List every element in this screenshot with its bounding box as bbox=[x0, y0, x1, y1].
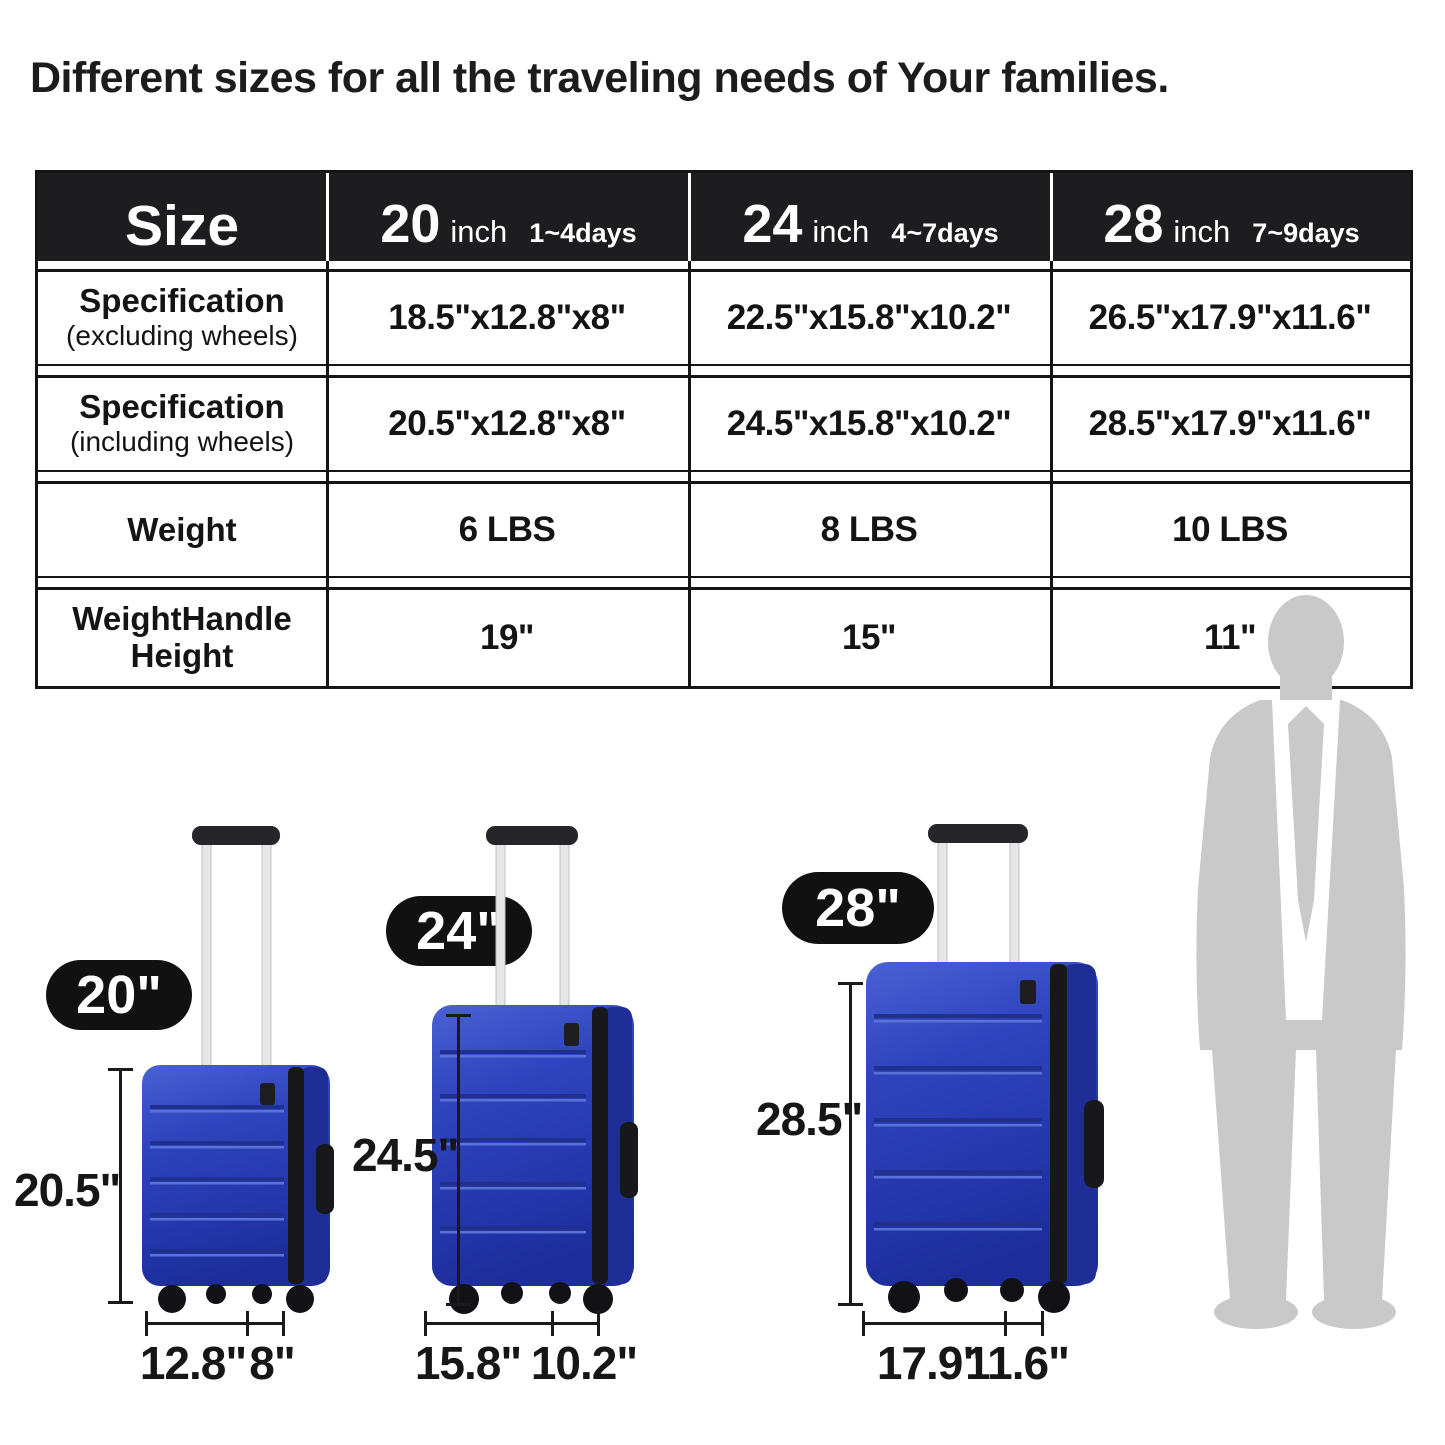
size-spec-table: Size 20 inch 1~4days 24 inch 4~7days 28 … bbox=[35, 170, 1413, 689]
column-divider bbox=[326, 261, 329, 686]
ruler-tick bbox=[1004, 1311, 1007, 1336]
column-divider bbox=[688, 261, 691, 686]
row-label: WeightHandle Height bbox=[72, 600, 292, 674]
tsa-lock bbox=[260, 1083, 275, 1105]
weight-value: 10 LBS bbox=[1172, 510, 1288, 549]
side-handle bbox=[316, 1144, 334, 1214]
row-divider bbox=[38, 364, 1410, 378]
suitcase-body bbox=[432, 1005, 638, 1286]
height-label-24: 24.5" bbox=[352, 1129, 459, 1181]
row-divider bbox=[38, 261, 1410, 272]
spinner-wheels bbox=[888, 1278, 1070, 1313]
handle-height-value: 15" bbox=[841, 618, 897, 657]
width-ruler-24 bbox=[424, 1311, 600, 1336]
suitcase-body bbox=[866, 962, 1104, 1286]
height-label-28: 28.5" bbox=[756, 1093, 863, 1145]
size-badge-28: 28" bbox=[782, 872, 934, 944]
table-row-spec-excluding: Specification (excluding wheels) 18.5"x1… bbox=[38, 272, 1410, 364]
header-cell-28inch: 28 inch 7~9days bbox=[1050, 173, 1410, 261]
man-silhouette-image bbox=[1196, 595, 1406, 1329]
width-label-28: 17.9" bbox=[876, 1337, 984, 1389]
telescopic-handle bbox=[928, 824, 1028, 965]
spec-value: 22.5"x15.8"x10.2" bbox=[726, 298, 1012, 337]
spec-value: 18.5"x12.8"x8" bbox=[388, 298, 626, 337]
handle-height-value: 11" bbox=[1203, 618, 1257, 657]
suitcase-24-image bbox=[432, 826, 638, 1314]
suitcase-body bbox=[142, 1065, 334, 1286]
weight-value: 6 LBS bbox=[458, 510, 556, 549]
height-ruler-20 bbox=[108, 1068, 133, 1304]
table-row-spec-including: Specification (including wheels) 20.5"x1… bbox=[38, 378, 1410, 470]
size-badge-20: 20" bbox=[46, 960, 192, 1030]
row-divider bbox=[38, 470, 1410, 484]
table-row-weight: Weight 6 LBS 8 LBS 10 LBS bbox=[38, 484, 1410, 576]
page-title: Different sizes for all the traveling ne… bbox=[30, 54, 1169, 102]
depth-label-24: 10.2" bbox=[530, 1337, 638, 1389]
row-label: Specification (including wheels) bbox=[69, 388, 295, 458]
row-divider bbox=[38, 576, 1410, 590]
table-row-handle-height: WeightHandle Height 19" 15" 11" bbox=[38, 590, 1410, 686]
spec-value: 26.5"x17.9"x11.6" bbox=[1088, 298, 1372, 337]
height-label-20: 20.5" bbox=[14, 1164, 121, 1216]
spec-value: 28.5"x17.9"x11.6" bbox=[1088, 404, 1372, 443]
height-ruler-24 bbox=[446, 1014, 471, 1306]
depth-label-20: 8" bbox=[249, 1337, 295, 1389]
header-cell-24inch: 24 inch 4~7days bbox=[688, 173, 1050, 261]
row-label: Weight bbox=[127, 510, 237, 548]
width-label-20: 12.8" bbox=[139, 1337, 247, 1389]
handle-height-value: 19" bbox=[479, 618, 535, 657]
spinner-wheels bbox=[158, 1284, 314, 1313]
row-label: Specification (excluding wheels) bbox=[66, 282, 298, 352]
suitcase-28-image bbox=[866, 824, 1104, 1313]
depth-label-28: 11.6" bbox=[965, 1337, 1070, 1389]
width-ruler-20 bbox=[145, 1311, 285, 1336]
height-ruler-28 bbox=[838, 982, 863, 1306]
ruler-tick bbox=[551, 1311, 554, 1336]
side-handle bbox=[620, 1122, 638, 1198]
ruler-tick bbox=[246, 1311, 249, 1336]
telescopic-handle bbox=[192, 826, 280, 1069]
width-ruler-28 bbox=[862, 1311, 1044, 1336]
suitcase-20-image bbox=[142, 826, 334, 1313]
spec-value: 24.5"x15.8"x10.2" bbox=[726, 404, 1012, 443]
weight-value: 8 LBS bbox=[820, 510, 918, 549]
spinner-wheels bbox=[449, 1282, 613, 1314]
table-header-row: Size 20 inch 1~4days 24 inch 4~7days 28 … bbox=[38, 173, 1410, 261]
spec-value: 20.5"x12.8"x8" bbox=[388, 404, 626, 443]
column-divider bbox=[1050, 261, 1053, 686]
tsa-lock bbox=[564, 1023, 579, 1046]
tsa-lock bbox=[1020, 980, 1036, 1004]
header-cell-size: Size bbox=[124, 194, 240, 258]
size-badge-24: 24" bbox=[386, 896, 532, 966]
width-label-24: 15.8" bbox=[414, 1337, 522, 1389]
side-handle bbox=[1084, 1100, 1104, 1188]
telescopic-handle bbox=[486, 826, 578, 1009]
header-cell-20inch: 20 inch 1~4days bbox=[326, 173, 688, 261]
